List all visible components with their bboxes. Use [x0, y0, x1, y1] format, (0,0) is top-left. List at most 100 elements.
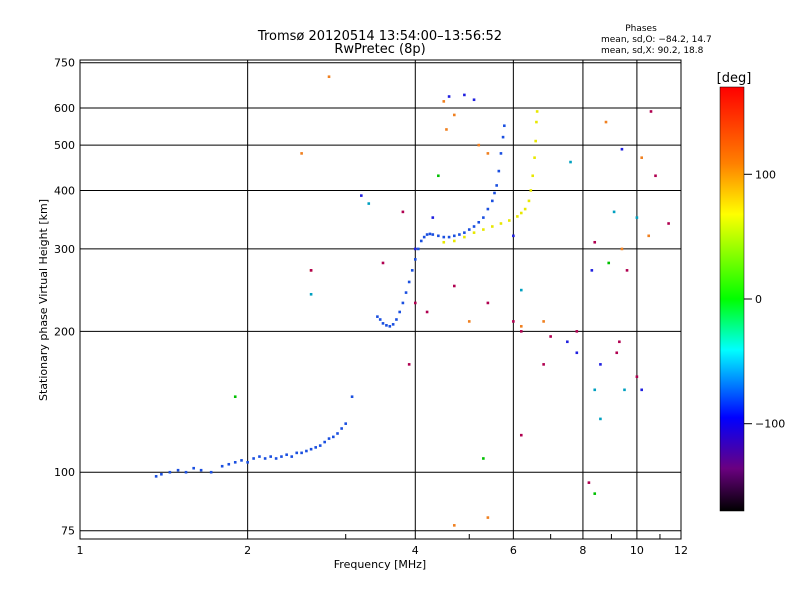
data-point [467, 228, 471, 231]
data-point [615, 351, 619, 355]
data-point [495, 184, 498, 187]
data-point [452, 524, 456, 527]
data-point [531, 174, 535, 178]
data-point [618, 340, 621, 344]
data-point [640, 156, 643, 159]
data-points [154, 75, 670, 527]
data-point [467, 320, 471, 323]
data-point [425, 310, 429, 314]
data-point [263, 457, 267, 460]
data-point [507, 219, 511, 222]
data-point [154, 475, 158, 478]
data-point [535, 110, 539, 113]
data-point [295, 451, 299, 455]
y-tick-label: 300 [54, 243, 75, 256]
data-point [575, 330, 579, 333]
y-tick-label: 600 [54, 102, 75, 115]
data-point [445, 128, 448, 131]
data-point [350, 395, 354, 399]
data-point [323, 440, 326, 444]
data-point [512, 320, 515, 323]
data-point [192, 466, 195, 470]
data-point [452, 234, 456, 238]
data-point [649, 110, 653, 113]
data-point [587, 481, 591, 484]
x-tick-label: 12 [674, 544, 688, 557]
data-point [220, 464, 224, 468]
data-point [482, 457, 485, 460]
data-point [285, 453, 288, 457]
y-tick-label: 200 [54, 325, 75, 338]
data-point [305, 449, 308, 453]
phase-stats-heading: Phases [625, 24, 657, 34]
data-point [590, 269, 594, 272]
data-point [447, 235, 451, 239]
data-point [542, 320, 545, 323]
data-point [623, 388, 626, 392]
data-point [401, 210, 405, 214]
colorbar-tick-label: 0 [755, 293, 762, 306]
phase-stats-line2: mean, sd,X: 90.2, 18.8 [601, 46, 704, 56]
data-point [620, 147, 624, 151]
data-point [472, 225, 476, 228]
grid-lines [80, 60, 681, 539]
data-point [381, 322, 385, 325]
x-tick-label: 8 [579, 544, 586, 557]
x-tick-label: 4 [412, 544, 419, 557]
phase-stats-line1: mean, sd,O: −84.2, 14.7 [601, 35, 712, 45]
data-point [593, 492, 597, 495]
data-point [442, 100, 446, 103]
data-point [413, 258, 417, 261]
data-point [519, 330, 523, 333]
data-point [593, 388, 597, 392]
data-point [499, 222, 503, 225]
data-point [477, 143, 481, 147]
data-point [437, 234, 440, 238]
y-tick-label: 100 [54, 466, 75, 479]
data-point [407, 363, 411, 366]
data-point [314, 446, 318, 449]
data-point [463, 231, 466, 234]
colorbar-ticks: 100 0 −100 [744, 168, 785, 431]
data-point [486, 207, 490, 211]
data-point [407, 280, 411, 284]
data-point [252, 457, 255, 460]
data-point [593, 240, 597, 244]
x-tick-label: 2 [244, 544, 251, 557]
x-axis-label: Frequency [MHz] [334, 558, 426, 571]
data-point [240, 459, 243, 462]
x-tick-labels: 1 2 4 6 8 10 12 [77, 544, 689, 557]
data-point [463, 93, 466, 97]
data-point [309, 292, 313, 296]
data-point [428, 232, 432, 236]
y-axis-label: Stationary phase Virtual Height [km] [37, 199, 50, 401]
data-point [534, 139, 537, 143]
data-point [398, 310, 401, 314]
data-point [523, 207, 527, 211]
data-point [599, 363, 602, 366]
data-point [497, 169, 501, 173]
data-point [336, 432, 339, 435]
y-tick-label: 750 [54, 57, 75, 70]
data-point [612, 210, 616, 214]
data-point [395, 318, 398, 321]
data-point [378, 318, 382, 321]
data-point [437, 174, 440, 178]
data-point [512, 234, 515, 238]
data-point [442, 235, 446, 239]
data-point [381, 261, 385, 265]
colorbar [719, 86, 745, 512]
data-point [491, 225, 494, 228]
data-point [640, 388, 643, 392]
data-point [340, 427, 343, 430]
colorbar-tick-label: 100 [755, 168, 776, 181]
data-point [376, 315, 379, 318]
data-point [569, 160, 572, 164]
data-point [529, 189, 533, 192]
data-point [360, 194, 363, 197]
data-point [472, 231, 476, 234]
data-point [300, 451, 303, 455]
data-point [385, 324, 388, 327]
data-point [410, 269, 414, 272]
data-point [168, 470, 172, 474]
